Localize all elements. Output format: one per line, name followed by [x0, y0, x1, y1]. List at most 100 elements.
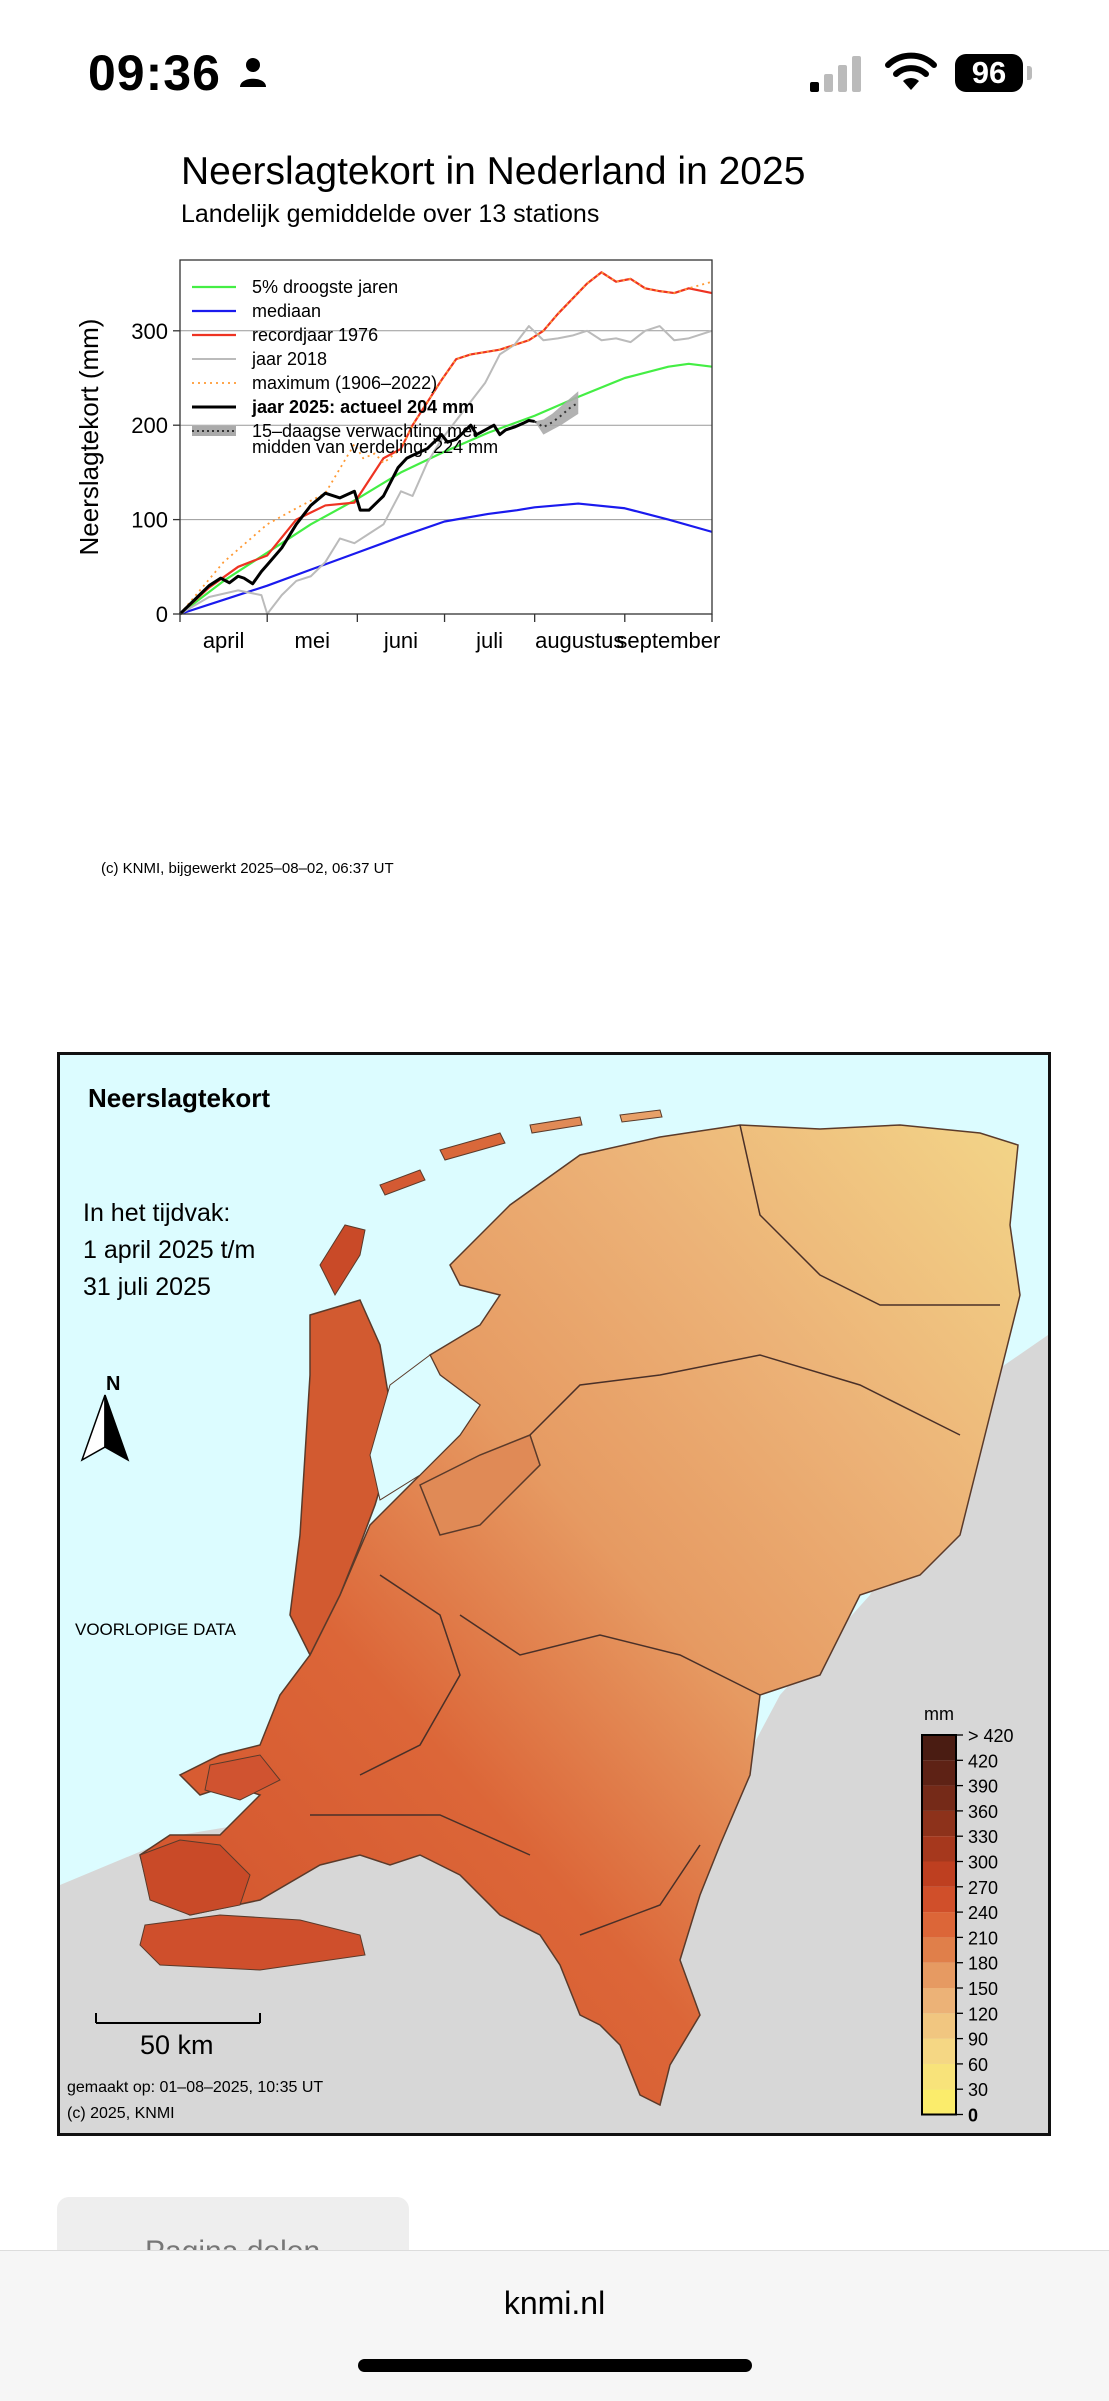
preliminary-label: VOORLOPIGE DATA — [75, 1620, 236, 1639]
x-tick-label: september — [616, 628, 720, 653]
legend-color-bin — [922, 1760, 956, 1786]
legend-label: 240 — [968, 1903, 998, 1923]
north-arrow — [80, 1394, 130, 1462]
legend-label: 390 — [968, 1777, 998, 1797]
legend-color-bin — [922, 1735, 956, 1761]
legend-color-bin — [922, 1836, 956, 1862]
series-line — [179, 325, 713, 615]
map-texel — [319, 1224, 366, 1297]
legend-color-bin — [922, 1937, 956, 1963]
legend-label: jaar 2018 — [251, 349, 327, 369]
legend-color-bin — [922, 2013, 956, 2039]
map-zeeland-flanders — [139, 1914, 366, 1971]
legend-label: 210 — [968, 1928, 998, 1948]
status-bar: 09:36 96 — [0, 0, 1109, 140]
legend-label: recordjaar 1976 — [252, 325, 378, 345]
chart-frame — [179, 259, 713, 615]
series-line — [179, 271, 713, 615]
battery-tip — [1027, 66, 1032, 80]
map-copyright: (c) 2025, KNMI — [67, 2105, 175, 2122]
person-icon — [240, 58, 266, 87]
legend-label: 60 — [968, 2055, 988, 2075]
legend-label: 180 — [968, 1954, 998, 1974]
cellular-signal-icon — [810, 56, 861, 92]
map-flevoland — [419, 1434, 541, 1536]
legend-label: maximum (1906–2022) — [252, 373, 437, 393]
map-province-borders — [310, 1124, 1000, 1936]
legend-label: 420 — [968, 1751, 998, 1771]
status-time: 09:36 — [88, 45, 221, 101]
map-period-line2: 1 april 2025 t/m — [83, 1236, 256, 1264]
map-period-line1: In het tijdvak: — [83, 1199, 231, 1227]
battery-icon: 96 — [955, 54, 1023, 92]
legend-label: jaar 2025: actueel 204 mm — [251, 397, 474, 417]
chart-panel: Neerslagtekort in Nederland in 2025 Land… — [60, 130, 1020, 900]
map-terschelling — [439, 1132, 506, 1161]
series-line — [178, 418, 535, 616]
legend-unit: mm — [924, 1704, 954, 1724]
legend-label: 5% droogste jaren — [252, 277, 398, 297]
map-ameland — [529, 1116, 583, 1134]
map-svg: > 42042039036033030027024021018015012090… — [60, 1109, 1048, 2133]
legend-color-bin — [922, 1810, 956, 1837]
x-tick-label: juni — [383, 628, 418, 653]
legend-label: 330 — [968, 1827, 998, 1847]
legend-label: 300 — [968, 1853, 998, 1873]
chart-credit: (c) KNMI, bijgewerkt 2025–08–02, 06:37 U… — [101, 860, 394, 877]
legend-color-bin — [922, 1988, 956, 2014]
y-tick-label: 100 — [131, 508, 168, 533]
map-made-on: gemaakt op: 01–08–2025, 10:35 UT — [67, 2079, 324, 2096]
map-zeeland-walcheren — [139, 1839, 251, 1916]
legend-color-bin — [922, 1912, 956, 1938]
legend-color-bin — [922, 1861, 956, 1887]
legend-color-bin — [922, 1962, 956, 1988]
north-label: N — [106, 1373, 121, 1395]
deficit-map: > 420 420 390 360 330 300 270 240 210 180 150 120 90… — [57, 1052, 1051, 2136]
series-line — [179, 502, 713, 616]
forecast-band — [534, 391, 579, 435]
legend-label: 0 — [968, 2106, 978, 2126]
legend-label-cont: midden van verdeling: 224 mm — [252, 437, 498, 457]
map-zeeland-schouwen — [204, 1754, 281, 1801]
wifi-icon — [885, 52, 937, 90]
legend-color-bin — [922, 2063, 956, 2090]
legend-label: 120 — [968, 2004, 998, 2024]
x-tick-label: juli — [475, 628, 503, 653]
map-schiermonnikoog — [619, 1109, 663, 1123]
legend-label: 30 — [968, 2080, 988, 2100]
legend-frame — [921, 1734, 957, 2116]
browser-bottom-bar: knmi.nl — [0, 2250, 1109, 2401]
map-legend: > 42042039036033030027024021018015012090… — [921, 1704, 1014, 2126]
legend-label: 15–daagse verwachting met — [252, 421, 477, 441]
deficit-chart: 0 100 200 300 Neerslagtekort (mm) april mei jun… — [74, 259, 720, 653]
chart-subtitle: Landelijk gemiddelde over 13 stations — [181, 200, 600, 228]
legend-color-bin — [922, 1785, 956, 1811]
x-tick-label: april — [203, 628, 245, 653]
legend-label: 150 — [968, 1979, 998, 1999]
map-north-holland — [289, 1299, 391, 1657]
map-period: In het tijdvak: 1 april 2025 t/m 31 juli… — [83, 1195, 255, 1306]
legend-color-bin — [922, 2089, 956, 2115]
x-tick-label: augustus — [535, 628, 624, 653]
map-title: Neerslagtekort — [88, 1083, 271, 1113]
legend-color-bin — [922, 1886, 956, 1913]
scale-label: 50 km — [140, 2030, 214, 2060]
legend-label: 360 — [968, 1802, 998, 1822]
map-vlieland — [379, 1169, 426, 1196]
legend-color-bin — [922, 2038, 956, 2064]
address-bar-domain[interactable]: knmi.nl — [503, 2285, 606, 2321]
scale-bar — [95, 2013, 261, 2024]
x-tick-label: mei — [295, 628, 330, 653]
map-ijsselmeer — [369, 1354, 481, 1501]
legend-label: 90 — [968, 2030, 988, 2050]
y-tick-label: 200 — [131, 413, 168, 438]
home-indicator[interactable] — [358, 2359, 752, 2372]
series-line — [534, 401, 579, 429]
y-tick-label: 300 — [131, 319, 168, 344]
y-tick-label: 0 — [156, 602, 168, 627]
chart-title: Neerslagtekort in Nederland in 2025 — [181, 150, 806, 193]
legend-label: 270 — [968, 1878, 998, 1898]
map-period-line3: 31 juli 2025 — [83, 1273, 211, 1301]
legend-label: > 420 — [968, 1726, 1014, 1746]
y-axis-label: Neerslagtekort (mm) — [74, 319, 104, 556]
